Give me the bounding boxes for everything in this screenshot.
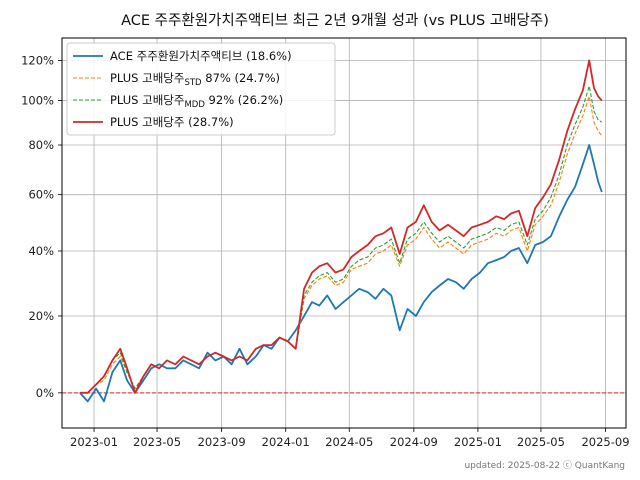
- series-line-2: [80, 96, 602, 392]
- x-tick-label: 2023-01: [70, 435, 118, 449]
- x-tick-label: 2025-01: [454, 435, 502, 449]
- legend-label-main: PLUS 고배당주 (28.7%): [110, 115, 234, 129]
- x-tick-label: 2023-05: [133, 435, 181, 449]
- x-tick-label: 2025-09: [581, 435, 629, 449]
- legend-label-main: PLUS 고배당주: [110, 93, 184, 107]
- x-tick-label: 2024-05: [325, 435, 373, 449]
- legend-label: PLUS 고배당주 (28.7%): [110, 115, 234, 129]
- y-tick-label: 100%: [21, 94, 54, 108]
- footer-credit: updated: 2025-08-22 ⓒ QuantKang: [464, 460, 625, 471]
- legend-label-main: PLUS 고배당주: [110, 71, 184, 85]
- series-line-1: [80, 145, 602, 401]
- y-tick-label: 0%: [36, 386, 54, 400]
- legend-label-tail: 87% (24.7%): [202, 71, 280, 85]
- y-axis: 0% 20% 40% 60% 80% 100% 120%: [21, 53, 62, 399]
- legend-label-subscript: STD: [184, 78, 202, 88]
- x-tick-label: 2024-01: [262, 435, 310, 449]
- legend-label-main: ACE 주주환원가치주액티브 (18.6%): [110, 49, 292, 63]
- chart-title: ACE 주주환원가치주액티브 최근 2년 9개월 성과 (vs PLUS 고배당…: [121, 12, 549, 29]
- y-tick-label: 40%: [28, 244, 54, 258]
- legend: ACE 주주환원가치주액티브 (18.6%) PLUS 고배당주STD 87% (…: [67, 43, 335, 135]
- x-tick-label: 2025-05: [517, 435, 565, 449]
- y-tick-label: 20%: [28, 309, 54, 323]
- x-tick-label: 2024-09: [390, 435, 438, 449]
- legend-label-tail: 92% (26.2%): [205, 93, 283, 107]
- y-tick-label: 80%: [28, 138, 54, 152]
- y-tick-label: 60%: [28, 188, 54, 202]
- legend-label: ACE 주주환원가치주액티브 (18.6%): [110, 49, 292, 63]
- legend-label-subscript: MDD: [184, 100, 205, 110]
- y-tick-label: 120%: [21, 53, 54, 67]
- x-tick-label: 2023-09: [198, 435, 246, 449]
- x-axis: 2023-01 2023-05 2023-09 2024-01 2024-05 2024-…: [70, 428, 630, 449]
